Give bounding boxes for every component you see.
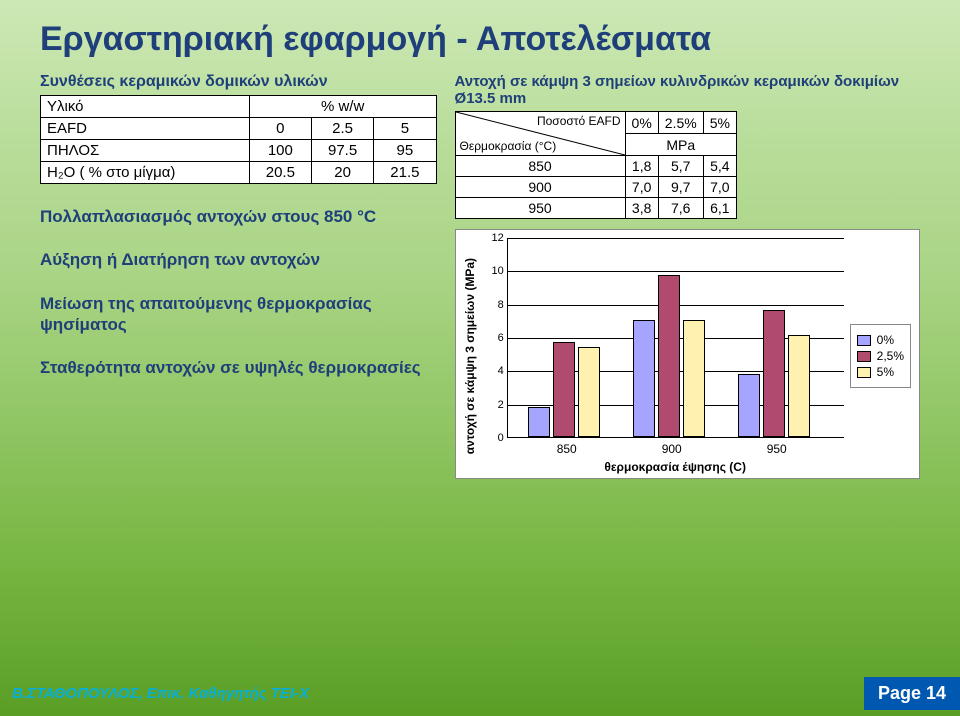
bullet-1: Πολλαπλασιασμός αντοχών στους 850 °C (40, 206, 437, 227)
x-axis-label: θερμοκρασία έψησης (C) (507, 460, 844, 474)
grid-line (508, 271, 844, 272)
cell: 97.5 (311, 140, 373, 162)
bar (683, 320, 705, 437)
chart-legend: 0% 2,5% 5% (850, 324, 911, 388)
cell: ΠΗΛΟΣ (41, 140, 250, 162)
bar (763, 310, 785, 437)
legend-item: 5% (857, 365, 904, 379)
table-row: 950 3,8 7,6 6,1 (455, 198, 736, 219)
cell: 5,7 (658, 156, 703, 177)
cell: 100 (249, 140, 311, 162)
plot: 024681012 850 900 950 θερμοκρασία έψησης (… (483, 238, 844, 474)
left-column: Συνθέσεις κεραμικών δομικών υλικών Υλικό… (40, 73, 437, 479)
cell: Η₂Ο ( % στο μίγμα) (41, 162, 250, 184)
slide: Εργαστηριακή εφαρμογή - Αποτελέσματα Συν… (0, 0, 960, 716)
cell: 0 (249, 118, 311, 140)
y-tick-label: 0 (484, 432, 504, 444)
table-row: ΠΗΛΟΣ 100 97.5 95 (41, 140, 437, 162)
y-tick-label: 10 (484, 265, 504, 277)
col-header: 5% (703, 112, 736, 134)
bar (578, 347, 600, 437)
x-tick-label: 950 (737, 442, 817, 456)
cell: 6,1 (703, 198, 736, 219)
x-tick-label: 900 (632, 442, 712, 456)
bar-group (633, 275, 705, 437)
table-row: 850 1,8 5,7 5,4 (455, 156, 736, 177)
table-row: Η₂Ο ( % στο μίγμα) 20.5 20 21.5 (41, 162, 437, 184)
cell: 7,0 (625, 177, 658, 198)
cell: 850 (455, 156, 625, 177)
page-number-badge: Page 14 (864, 677, 960, 710)
cell: 7,6 (658, 198, 703, 219)
cell: 9,7 (658, 177, 703, 198)
table1-header-material: Υλικό (41, 96, 250, 118)
bullet-2: Αύξηση ή Διατήρηση των αντοχών (40, 249, 437, 270)
legend-swatch (857, 367, 871, 378)
cell: 20 (311, 162, 373, 184)
cell: 1,8 (625, 156, 658, 177)
table-row: 900 7,0 9,7 7,0 (455, 177, 736, 198)
grid-line (508, 238, 844, 239)
cell: 900 (455, 177, 625, 198)
bar (658, 275, 680, 437)
cell: 7,0 (703, 177, 736, 198)
bar-chart: αντοχή σε κάμψη 3 σημείων (ΜΡa) 02468101… (455, 229, 920, 479)
legend-swatch (857, 335, 871, 346)
cell: EAFD (41, 118, 250, 140)
diagonal-header: Ποσοστό EAFD Θερμοκρασία (°C) (455, 112, 625, 156)
x-tick-label: 850 (527, 442, 607, 456)
cell: 5,4 (703, 156, 736, 177)
table1-caption: Συνθέσεις κεραμικών δομικών υλικών (40, 73, 437, 91)
table2-caption: Αντοχή σε κάμψη 3 σημείων κυλινδρικών κε… (455, 73, 920, 107)
legend-item: 2,5% (857, 349, 904, 363)
right-column: Αντοχή σε κάμψη 3 σημείων κυλινδρικών κε… (455, 73, 920, 479)
cell: 3,8 (625, 198, 658, 219)
diag-top-label: Ποσοστό EAFD (537, 114, 621, 128)
legend-label: 0% (877, 333, 894, 347)
slide-footer: Β.ΣΤΑΘΟΠΟΥΛΟΣ, Επικ. Καθηγητής ΤΕΙ-Χ Pag… (0, 671, 960, 716)
cell: 95 (374, 140, 436, 162)
bullet-3: Μείωση της απαιτούμενης θερμοκρασίας ψησ… (40, 293, 437, 336)
cell: 950 (455, 198, 625, 219)
bar (788, 335, 810, 437)
table-row: EAFD 0 2.5 5 (41, 118, 437, 140)
bullet-4: Σταθερότητα αντοχών σε υψηλές θερμοκρασί… (40, 357, 437, 378)
col-header: 0% (625, 112, 658, 134)
cell: 21.5 (374, 162, 436, 184)
slide-title: Εργαστηριακή εφαρμογή - Αποτελέσματα (40, 20, 920, 59)
legend-label: 5% (877, 365, 894, 379)
table-compositions: Υλικό % w/w EAFD 0 2.5 5 ΠΗΛΟΣ 100 97.5 … (40, 95, 437, 184)
bar (738, 374, 760, 437)
x-tick-labels: 850 900 950 (507, 442, 844, 458)
cell: 2.5 (311, 118, 373, 140)
legend-label: 2,5% (877, 349, 904, 363)
bar-group (738, 310, 810, 437)
footer-author: Β.ΣΤΑΘΟΠΟΥΛΟΣ, Επικ. Καθηγητής ΤΕΙ-Χ (12, 685, 309, 702)
cell: 5 (374, 118, 436, 140)
legend-item: 0% (857, 333, 904, 347)
y-tick-label: 6 (484, 332, 504, 344)
col-header: 2.5% (658, 112, 703, 134)
y-tick-label: 2 (484, 399, 504, 411)
legend-swatch (857, 351, 871, 362)
diag-bot-label: Θερμοκρασία (°C) (460, 139, 557, 153)
table-strength: Ποσοστό EAFD Θερμοκρασία (°C) 0% 2.5% 5%… (455, 111, 737, 219)
y-tick-label: 8 (484, 299, 504, 311)
content-columns: Συνθέσεις κεραμικών δομικών υλικών Υλικό… (40, 73, 920, 479)
cell: 20.5 (249, 162, 311, 184)
plot-area: 024681012 (507, 238, 844, 438)
y-axis-label: αντοχή σε κάμψη 3 σημείων (ΜΡa) (464, 258, 477, 454)
table1-header-ww: % w/w (249, 96, 436, 118)
bar (633, 320, 655, 437)
bar (528, 407, 550, 437)
y-tick-label: 4 (484, 365, 504, 377)
bar-group (528, 342, 600, 437)
bar (553, 342, 575, 437)
y-tick-label: 12 (484, 232, 504, 244)
unit-row: MPa (625, 134, 736, 156)
